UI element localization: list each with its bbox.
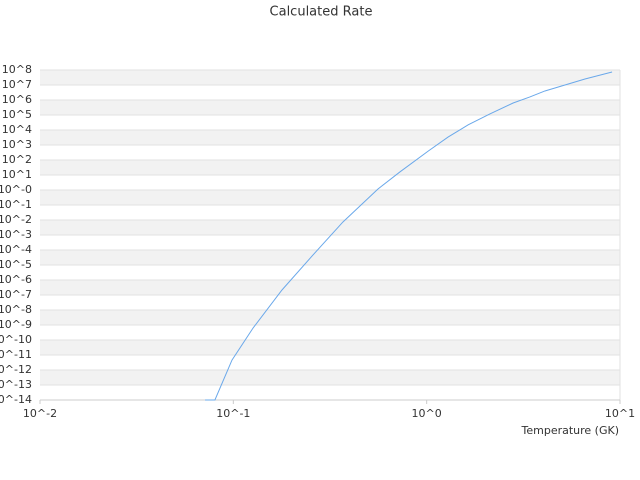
y-tick-label: 10^1 (2, 168, 32, 181)
y-tick-label: 10^2 (2, 153, 32, 166)
grid-band (40, 130, 620, 145)
y-tick-label: 10^-10 (0, 333, 32, 346)
y-tick-label: 10^4 (2, 123, 32, 136)
y-tick-label: 10^-8 (0, 303, 32, 316)
grid-band (40, 250, 620, 265)
x-axis-label: Temperature (GK) (521, 424, 620, 437)
y-tick-label: 10^6 (2, 93, 32, 106)
grid-band (40, 160, 620, 175)
y-tick-label: 10^5 (2, 108, 32, 121)
y-tick-label: 10^-2 (0, 213, 32, 226)
y-tick-label: 10^-9 (0, 318, 32, 331)
y-tick-label: 10^-11 (0, 348, 32, 361)
grid-band (40, 280, 620, 295)
grid-band (40, 190, 620, 205)
y-tick-label: 10^8 (2, 63, 32, 76)
y-tick-label: 10^-1 (0, 198, 32, 211)
grid-bands (40, 70, 620, 385)
x-tick-label: 10^1 (605, 407, 635, 420)
grid-band (40, 310, 620, 325)
y-tick-label: 10^-7 (0, 288, 32, 301)
grid-band (40, 70, 620, 85)
y-tick-label: 10^-0 (0, 183, 32, 196)
y-tick-label: 10^7 (2, 78, 32, 91)
x-tick-label: 10^-1 (216, 407, 250, 420)
y-tick-label: 10^-5 (0, 258, 32, 271)
grid-band (40, 100, 620, 115)
grid-band (40, 220, 620, 235)
y-tick-label: 10^-3 (0, 228, 32, 241)
x-tick-label: 10^-2 (23, 407, 57, 420)
x-tick-label: 10^0 (412, 407, 442, 420)
y-tick-label: 10^-14 (0, 393, 32, 406)
y-tick-label: 10^-6 (0, 273, 32, 286)
chart-title: Calculated Rate (270, 5, 373, 20)
grid-band (40, 370, 620, 385)
data-line (205, 71, 613, 401)
y-tick-label: 10^-12 (0, 363, 32, 376)
y-tick-label: 10^3 (2, 138, 32, 151)
y-tick-label: 10^-4 (0, 243, 32, 256)
y-tick-label: 10^-13 (0, 378, 32, 391)
grid-band (40, 340, 620, 355)
